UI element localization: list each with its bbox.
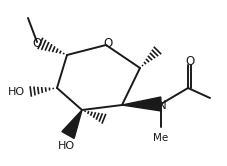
Polygon shape	[121, 97, 160, 111]
Text: O: O	[103, 37, 112, 49]
Text: O: O	[185, 54, 194, 68]
Text: HO: HO	[57, 141, 74, 151]
Text: Me: Me	[153, 133, 168, 143]
Polygon shape	[62, 110, 82, 138]
Text: N: N	[157, 98, 166, 112]
Text: HO: HO	[8, 87, 25, 97]
Text: O: O	[32, 37, 42, 49]
